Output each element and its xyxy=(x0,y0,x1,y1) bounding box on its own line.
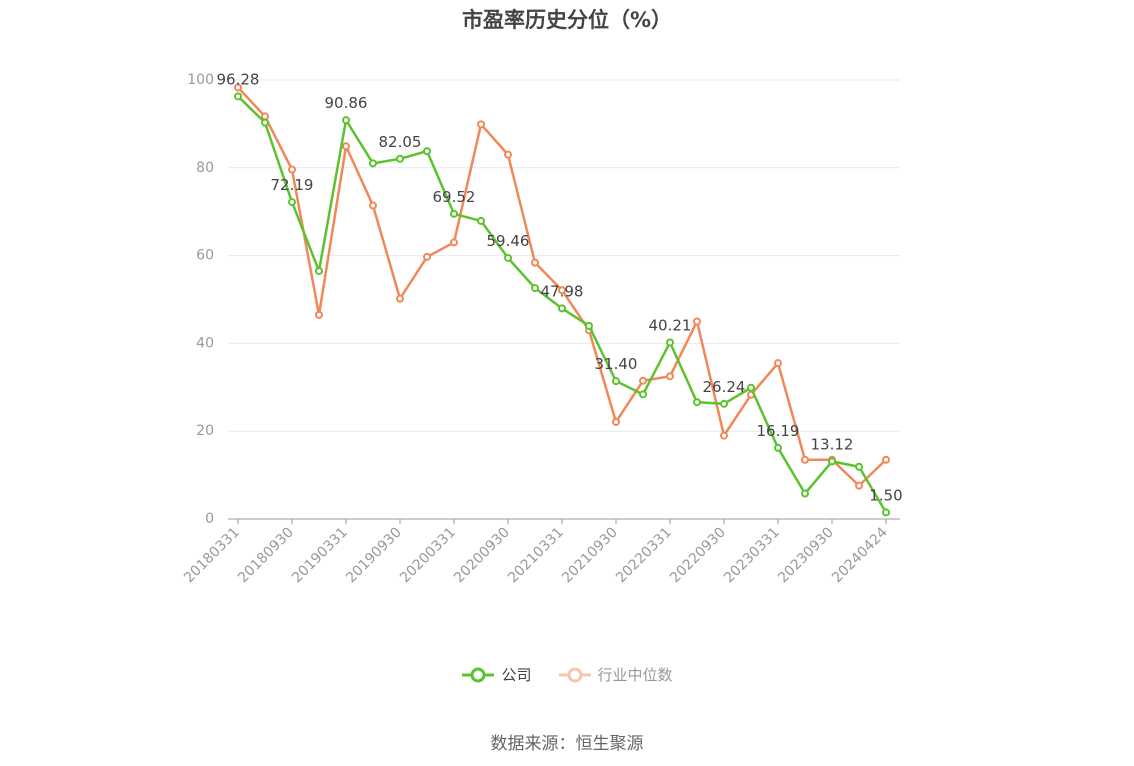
y-tick-label: 60 xyxy=(196,248,214,264)
company-point xyxy=(612,377,620,386)
grid-lines xyxy=(228,79,900,432)
company-point xyxy=(774,443,782,452)
y-tick-label: 100 xyxy=(187,72,214,88)
y-tick-label: 80 xyxy=(196,160,214,176)
industry-point xyxy=(855,481,863,490)
company-point xyxy=(450,209,458,218)
data-label: 47.98 xyxy=(541,282,584,300)
company-point xyxy=(720,399,728,408)
x-tick-label: 20220930 xyxy=(667,525,729,587)
company-point xyxy=(342,116,350,125)
company-point xyxy=(585,321,593,330)
company-point xyxy=(639,390,647,399)
industry-point xyxy=(720,431,728,440)
industry-point xyxy=(234,83,242,92)
legend-item-industry[interactable]: 行业中位数 xyxy=(558,664,673,685)
company-point xyxy=(423,147,431,156)
company-point xyxy=(504,253,512,262)
x-tick-label: 20230331 xyxy=(721,525,783,587)
industry-point xyxy=(558,286,566,295)
legend-company-marker xyxy=(462,667,495,682)
company-point xyxy=(882,508,890,517)
industry-point xyxy=(504,150,512,159)
x-tick-label: 20240424 xyxy=(829,524,891,586)
industry-point xyxy=(369,201,377,210)
y-tick-label: 40 xyxy=(196,335,214,351)
company-point xyxy=(558,304,566,313)
data-label: 59.46 xyxy=(487,232,530,250)
company-point xyxy=(666,338,674,347)
data-label: 69.52 xyxy=(433,188,476,206)
industry-point xyxy=(342,142,350,151)
data-label: 72.19 xyxy=(271,176,314,194)
y-tick-label: 0 xyxy=(205,511,214,527)
company-point xyxy=(747,383,755,392)
company-point xyxy=(396,154,404,163)
industry-point xyxy=(315,310,323,319)
company-point xyxy=(531,284,539,293)
company-point xyxy=(855,462,863,471)
legend-industry-label: 行业中位数 xyxy=(597,666,673,684)
x-tick-label: 20180331 xyxy=(181,525,243,587)
company-point xyxy=(477,216,485,225)
data-label: 16.19 xyxy=(757,422,800,440)
x-tick-label: 20210331 xyxy=(505,525,567,587)
x-tick-label: 20210930 xyxy=(559,525,621,587)
data-label: 26.24 xyxy=(703,378,746,396)
legend-company-label: 公司 xyxy=(501,666,532,684)
industry-point xyxy=(261,112,269,121)
company-point xyxy=(315,266,323,275)
industry-point xyxy=(693,317,701,326)
data-label: 90.86 xyxy=(325,94,368,112)
legend-industry-marker xyxy=(558,667,591,682)
industry-point xyxy=(666,372,674,381)
industry-point xyxy=(774,359,782,368)
data-label: 1.50 xyxy=(869,486,902,504)
data-label: 13.12 xyxy=(811,435,854,453)
x-tick-label: 20220331 xyxy=(613,525,675,587)
series-lines xyxy=(234,83,890,517)
company-point xyxy=(693,398,701,407)
x-tick-label: 20200930 xyxy=(451,525,513,587)
company-point xyxy=(801,489,809,498)
data-label: 96.28 xyxy=(217,70,260,88)
company-point xyxy=(288,198,296,207)
legend-item-company[interactable]: 公司 xyxy=(461,664,532,685)
x-tick-label: 20180930 xyxy=(235,525,297,587)
x-tick-label: 20200331 xyxy=(397,525,459,587)
company-point xyxy=(234,92,242,101)
data-label: 31.40 xyxy=(595,355,638,373)
industry-point xyxy=(396,294,404,303)
industry-point xyxy=(882,455,890,464)
industry-point xyxy=(477,120,485,129)
x-tick-label: 20230930 xyxy=(775,525,837,587)
industry-point xyxy=(639,376,647,385)
chart-title: 市盈率历史分位（%） xyxy=(461,8,673,32)
axes: 0 20 40 60 80 100 2018033120180930201903312019… xyxy=(181,72,900,586)
industry-point xyxy=(423,252,431,261)
industry-point xyxy=(801,455,809,464)
data-label: 82.05 xyxy=(379,133,422,151)
company-point xyxy=(828,457,836,466)
legend: 公司 行业中位数 xyxy=(0,664,1134,685)
data-labels: 96.28 72.19 90.86 82.05 69.52 59.46 47.98 31.40… xyxy=(217,70,903,504)
industry-point xyxy=(450,238,458,247)
industry-point xyxy=(531,258,539,267)
data-label: 40.21 xyxy=(649,316,692,334)
industry-point xyxy=(612,417,620,426)
x-tick-label: 20190930 xyxy=(343,525,405,587)
y-tick-label: 20 xyxy=(196,423,214,439)
company-point xyxy=(369,159,377,168)
company-point xyxy=(261,118,269,127)
data-source: 数据来源：恒生聚源 xyxy=(490,734,644,754)
industry-point xyxy=(288,165,296,174)
x-tick-label: 20190331 xyxy=(289,525,351,587)
